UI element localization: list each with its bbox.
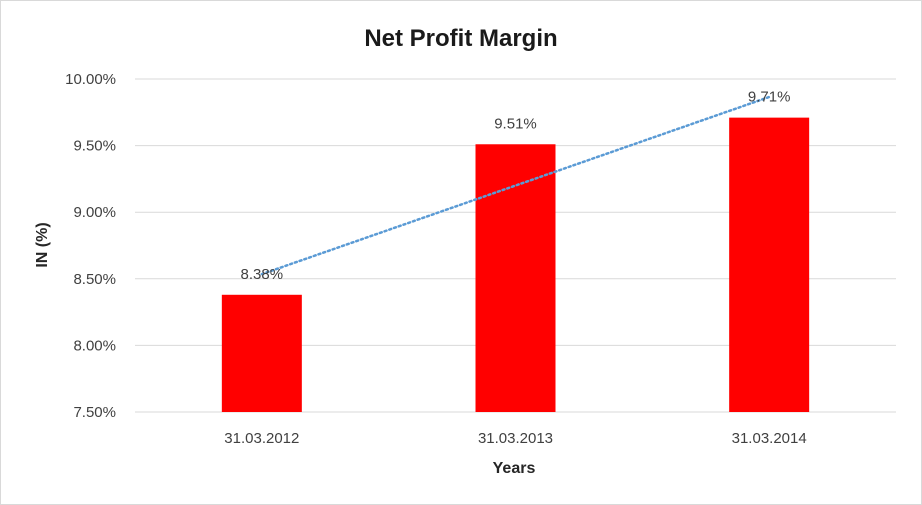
y-axis-ticks: 7.50% 8.00% 8.50% 9.00% 9.50% 10.00% — [65, 71, 116, 421]
y-tick-label: 7.50% — [73, 404, 116, 421]
data-label: 8.38% — [241, 266, 284, 283]
data-label: 9.51% — [494, 115, 537, 132]
data-label: 9.71% — [748, 89, 791, 106]
bar — [475, 144, 556, 412]
bar — [729, 117, 810, 413]
x-axis-ticks: 31.03.2012 31.03.2013 31.03.2014 — [224, 430, 806, 447]
x-tick-label: 31.03.2014 — [732, 430, 807, 447]
chart-title: Net Profit Margin — [364, 25, 557, 52]
x-tick-label: 31.03.2013 — [478, 430, 553, 447]
data-labels: 8.38% 9.51% 9.71% — [241, 89, 791, 283]
y-tick-label: 10.00% — [65, 71, 116, 88]
x-axis-title: Years — [493, 460, 536, 477]
bars — [221, 117, 810, 413]
y-tick-label: 8.50% — [73, 271, 116, 288]
trendline-group — [260, 95, 771, 276]
x-tick-label: 31.03.2012 — [224, 430, 299, 447]
y-tick-label: 9.00% — [73, 204, 116, 221]
trendline — [260, 95, 771, 276]
y-axis-title: IN (%) — [34, 222, 51, 267]
bar — [221, 294, 302, 412]
y-tick-label: 9.50% — [73, 138, 116, 155]
y-tick-label: 8.00% — [73, 337, 116, 354]
